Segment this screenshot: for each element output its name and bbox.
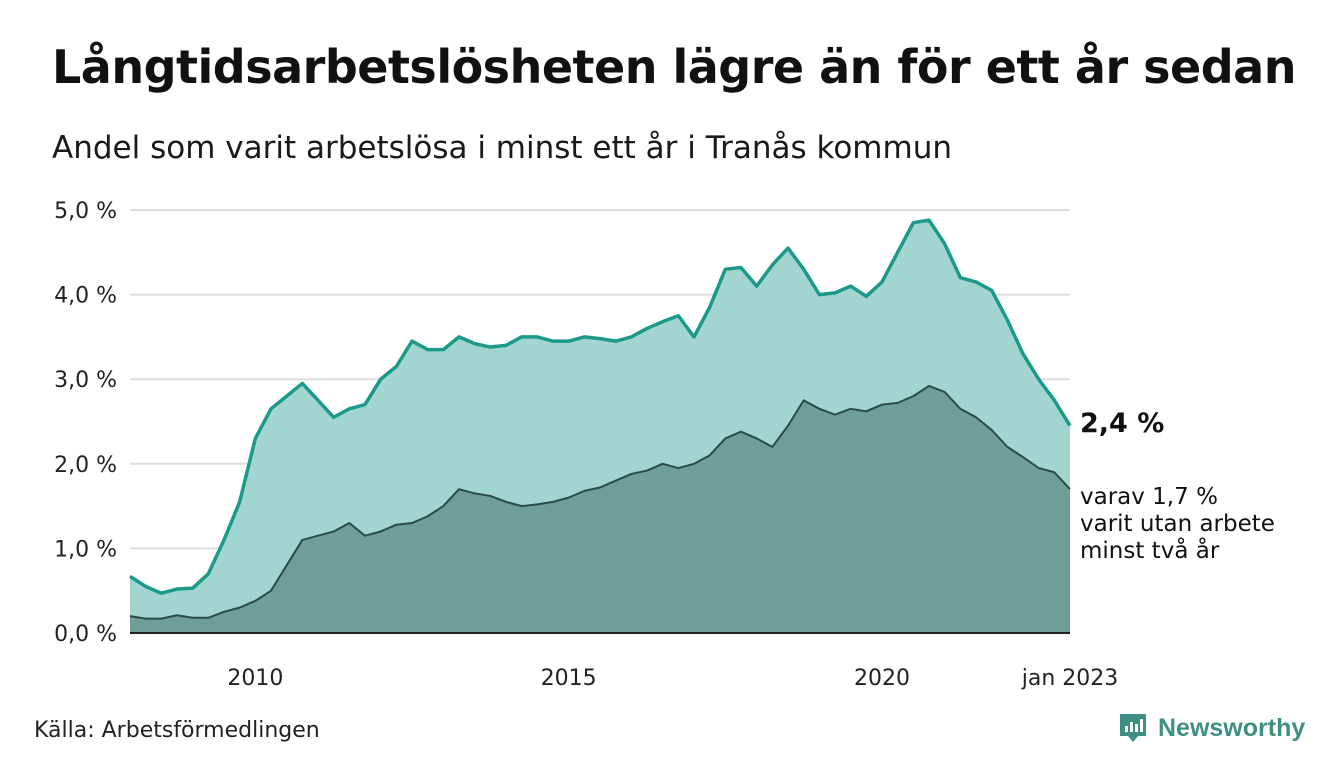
sub-label-line-3: minst två år: [1080, 538, 1220, 564]
chart-subtitle: Andel som varit arbetslösa i minst ett å…: [52, 130, 952, 166]
lower-series-area: [130, 385, 1070, 633]
x-tick-label: 2010: [227, 666, 283, 691]
sub-label-line-1: varav 1,7 %: [1080, 484, 1218, 510]
y-tick-label: 0,0 %: [54, 622, 117, 647]
y-tick-label: 4,0 %: [54, 284, 117, 309]
x-tick-label: 2020: [854, 666, 910, 691]
x-tick-label: 2015: [541, 666, 597, 691]
chart-title: Långtidsarbetslösheten lägre än för ett …: [52, 40, 1296, 94]
newsworthy-logo-icon: [1120, 714, 1146, 742]
lower-series-line: [129, 384, 1071, 620]
y-tick-label: 5,0 %: [54, 199, 117, 224]
brand-name: Newsworthy: [1158, 713, 1306, 742]
upper-series-line: [129, 218, 1072, 595]
y-tick-label: 1,0 %: [54, 537, 117, 562]
x-tick-label: jan 2023: [1021, 666, 1119, 691]
y-tick-label: 2,0 %: [54, 453, 117, 478]
end-value-label: 2,4 %: [1080, 408, 1165, 439]
y-tick-label: 3,0 %: [54, 368, 117, 393]
sub-label-line-2: varit utan arbete: [1080, 511, 1275, 537]
brand-logo: Newsworthy: [1118, 712, 1305, 744]
source-note: Källa: Arbetsförmedlingen: [34, 718, 320, 743]
sub-value-label: varav 1,7 % varit utan arbete minst två …: [1080, 484, 1320, 565]
